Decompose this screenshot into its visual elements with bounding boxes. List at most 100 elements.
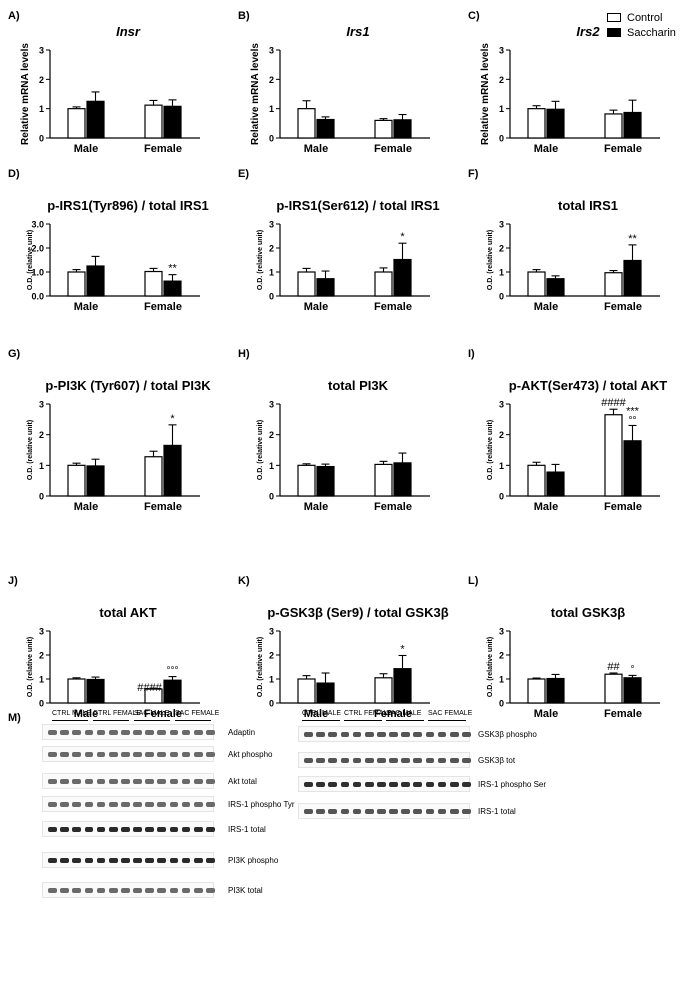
blot-band <box>376 809 386 814</box>
blot-group-underline <box>175 720 211 721</box>
y-tick-label: 1 <box>39 675 44 685</box>
blot-band-label: PI3K total <box>228 886 263 895</box>
blot-band <box>84 779 94 784</box>
blot-band <box>145 827 154 832</box>
blot-band <box>72 858 82 863</box>
blot-band <box>108 802 118 807</box>
x-category-label: Male <box>304 501 328 513</box>
bar <box>623 440 642 497</box>
blot-band <box>389 732 398 737</box>
bar <box>623 259 642 297</box>
x-category-label: Female <box>144 143 182 155</box>
blot-band <box>364 758 374 763</box>
blot-band <box>108 779 118 784</box>
y-tick-label: 0 <box>499 699 504 709</box>
blot-group-label: CTRL FEMALE <box>93 710 141 717</box>
y-tick-label: 1 <box>39 461 44 471</box>
bar <box>316 278 335 297</box>
x-category-label: Female <box>374 708 412 720</box>
blot-band <box>133 802 142 807</box>
y-tick-label: 2 <box>269 651 274 661</box>
blot-band <box>193 827 203 832</box>
bar <box>163 105 182 139</box>
blot-band <box>352 732 362 737</box>
blot-band <box>157 858 167 863</box>
blot-group-underline <box>302 720 340 721</box>
y-tick-label: 2 <box>499 430 504 440</box>
chart-panel: B) Irs1 Relative mRNA levels 0 1 2 3 Male Female <box>238 10 463 160</box>
y-tick-label: 0 <box>269 492 274 502</box>
bar-chart: O.D. (relative unit) 0 1 2 3 Male Female ####**… <box>487 397 660 513</box>
panel-label: I) <box>468 348 475 360</box>
blot-band <box>181 730 191 735</box>
blot-band <box>181 827 191 832</box>
blot-band <box>96 779 106 784</box>
panel-label: E) <box>238 168 249 180</box>
blot-band <box>389 809 398 814</box>
bar-chart: O.D. (relative unit) 0 1 2 3 Male Female <box>257 400 430 513</box>
blot-band <box>389 758 398 763</box>
bar <box>623 677 642 704</box>
blot-band <box>461 782 471 787</box>
blot-band <box>60 752 69 757</box>
y-axis-label: Relative mRNA levels <box>20 43 31 145</box>
blot-group-underline <box>134 720 170 721</box>
blot-strip <box>298 726 471 742</box>
blot-band <box>413 782 423 787</box>
bar <box>67 678 86 704</box>
y-tick-label: 2 <box>39 75 44 85</box>
blot-group-underline <box>93 720 129 721</box>
bar <box>546 677 565 704</box>
blot-band <box>48 827 57 832</box>
blot-band <box>205 827 215 832</box>
bar <box>527 464 546 497</box>
y-tick-label: 0 <box>269 699 274 709</box>
blot-band <box>120 858 130 863</box>
bar <box>144 270 163 297</box>
blot-band <box>145 752 154 757</box>
bar <box>527 678 546 704</box>
panel-label: J) <box>8 575 18 587</box>
bar <box>374 677 393 704</box>
blot-group-underline <box>386 720 424 721</box>
panel-label: H) <box>238 348 250 360</box>
blot-band <box>181 802 191 807</box>
blot-band <box>304 758 313 763</box>
western-blot-panel: M) CTRL MALE CTRL FEMALE SAC MALE SAC FEMAL… <box>0 700 700 989</box>
blot-band <box>145 858 154 863</box>
blot-strip <box>298 776 471 792</box>
blot-band <box>461 732 471 737</box>
panel-label: L) <box>468 575 479 587</box>
panel-label: K) <box>238 575 250 587</box>
y-tick-label: 1 <box>39 104 44 114</box>
blot-group-label: CTRL MALE <box>302 710 342 717</box>
y-tick-label: 1 <box>499 104 504 114</box>
y-tick-label: 0.0 <box>31 292 44 302</box>
bar-chart: O.D. (relative unit) 0 1 2 3 Male Female * <box>257 627 430 720</box>
blot-band <box>328 809 338 814</box>
bar-chart: O.D. (relative unit) 0 1 2 3 Male Female #### °°… <box>27 627 200 720</box>
y-axis-label: Relative mRNA levels <box>250 43 261 145</box>
bar <box>393 119 412 139</box>
blot-band <box>133 827 142 832</box>
blot-group-label: SAC FEMALE <box>428 710 473 717</box>
blot-band <box>364 809 374 814</box>
blot-band <box>108 888 118 893</box>
blot-band <box>401 758 410 763</box>
blot-band <box>193 802 203 807</box>
blot-band <box>193 888 203 893</box>
bar <box>316 682 335 704</box>
blot-strip <box>42 821 215 837</box>
bar <box>393 668 412 704</box>
blot-band <box>72 779 82 784</box>
blot-band <box>316 782 325 787</box>
panel-label: G) <box>8 348 21 360</box>
blot-band <box>376 782 386 787</box>
blot-band <box>169 752 179 757</box>
blot-band <box>437 758 447 763</box>
blot-band <box>413 758 423 763</box>
blot-band <box>60 730 69 735</box>
y-axis-label: O.D. (relative unit) <box>257 420 264 480</box>
blot-band <box>84 752 94 757</box>
legend-item-saccharin: Saccharin <box>607 25 676 40</box>
